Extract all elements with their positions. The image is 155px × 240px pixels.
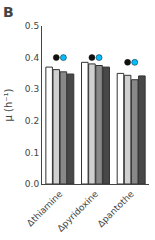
svg-text:Δthiamine: Δthiamine xyxy=(25,189,65,229)
svg-text:0.0: 0.0 xyxy=(25,179,40,189)
svg-text:0.2: 0.2 xyxy=(25,116,39,126)
svg-text:μ (h⁻¹): μ (h⁻¹) xyxy=(3,88,14,121)
svg-text:0.5: 0.5 xyxy=(25,21,39,31)
svg-text:0.4: 0.4 xyxy=(25,53,40,63)
svg-text:B: B xyxy=(3,4,14,20)
svg-text:Δpantothe: Δpantothe xyxy=(96,189,137,230)
svg-text:Δpyridoxine: Δpyridoxine xyxy=(55,189,100,234)
svg-text:0.3: 0.3 xyxy=(25,84,39,94)
svg-text:0.1: 0.1 xyxy=(25,148,39,158)
